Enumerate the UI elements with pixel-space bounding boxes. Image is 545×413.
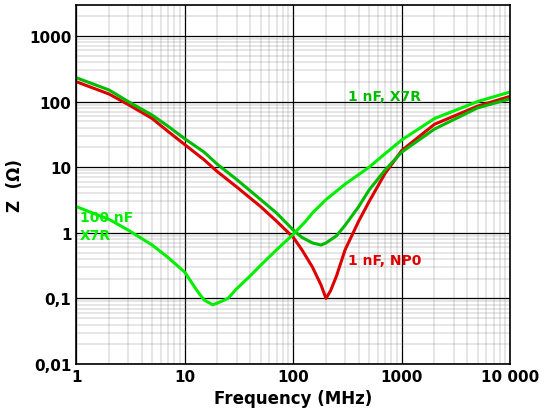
Text: 1 nF, X7R: 1 nF, X7R (348, 90, 421, 104)
Text: 100 nF
X7R: 100 nF X7R (80, 211, 133, 242)
X-axis label: Frequency (MHz): Frequency (MHz) (214, 389, 372, 408)
Text: 1 nF, NP0: 1 nF, NP0 (348, 254, 421, 268)
Y-axis label: Z  (Ω): Z (Ω) (5, 159, 23, 211)
